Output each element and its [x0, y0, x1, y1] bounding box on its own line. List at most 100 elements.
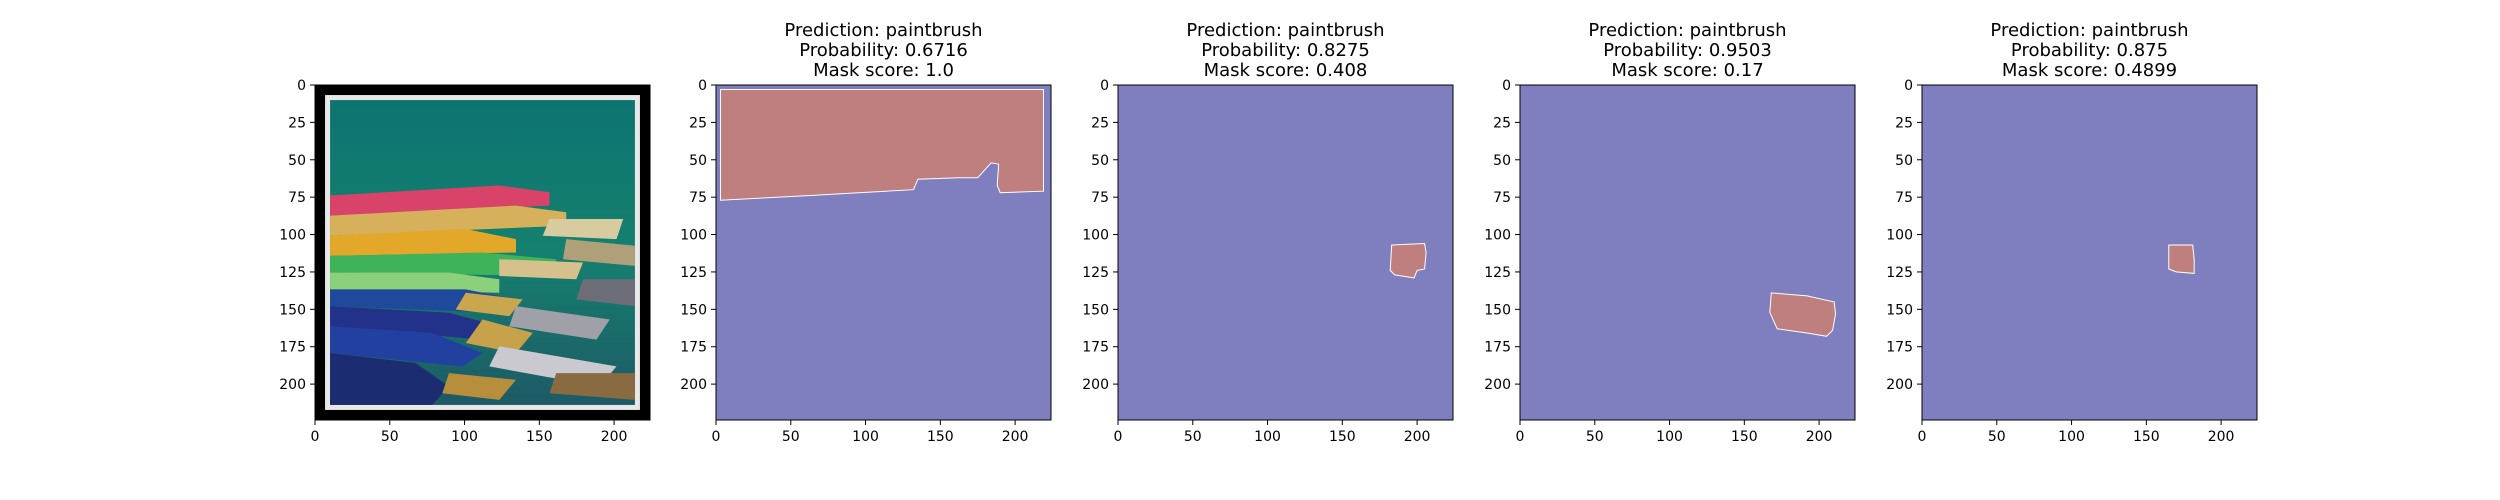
x-tick-label: 100 [1656, 429, 1683, 445]
mask-background [1520, 85, 1855, 420]
panel-2-mask-score-title: Mask score: 0.408 [1204, 60, 1368, 81]
mask-background [1922, 85, 2257, 420]
mask-region [2168, 244, 2195, 274]
panel-3-prediction-title: Prediction: paintbrush [1588, 20, 1786, 41]
x-tick-label: 0 [311, 429, 320, 445]
y-tick-label: 200 [1886, 377, 1913, 393]
y-tick-label: 75 [689, 190, 707, 206]
y-tick-label: 100 [279, 228, 306, 244]
y-tick-label: 50 [1493, 153, 1511, 169]
mask-region [1769, 292, 1837, 337]
panel-3-mask-score-title: Mask score: 0.17 [1611, 60, 1763, 81]
panel-1-probability-title: Probability: 0.6716 [799, 40, 968, 61]
x-tick-label: 100 [852, 429, 879, 445]
y-tick-label: 125 [1886, 265, 1913, 281]
panel-1-mask-score-title: Mask score: 1.0 [813, 60, 954, 81]
y-tick-label: 25 [1091, 115, 1109, 131]
y-tick-label: 0 [297, 78, 306, 94]
y-tick-label: 25 [1493, 115, 1511, 131]
x-tick-label: 200 [601, 429, 628, 445]
panel-2-prediction-title: Prediction: paintbrush [1186, 20, 1384, 41]
mask-frame [1921, 84, 2258, 421]
axis-ticks: 0 50 100 150 200 0 25 50 75 100 125 150 175 200 0 50 100… [279, 78, 2234, 445]
x-tick-label: 100 [2058, 429, 2085, 445]
y-tick-label: 125 [1082, 265, 1109, 281]
y-tick-label: 50 [689, 153, 707, 169]
x-tick-label: 0 [1918, 429, 1927, 445]
mask-frame [1519, 84, 1856, 421]
y-tick-label: 100 [1484, 228, 1511, 244]
y-tick-label: 150 [1484, 302, 1511, 318]
x-tick-label: 150 [927, 429, 954, 445]
mask-region [1389, 242, 1427, 279]
y-tick-label: 75 [288, 190, 306, 206]
x-tick-label: 50 [1988, 429, 2006, 445]
y-tick-label: 75 [1493, 190, 1511, 206]
panel-2-probability-title: Probability: 0.8275 [1201, 40, 1370, 61]
panel-3-probability-title: Probability: 0.9503 [1603, 40, 1772, 61]
y-tick-label: 50 [288, 153, 306, 169]
mask-panel-4 [1921, 84, 2258, 421]
y-tick-label: 125 [279, 265, 306, 281]
panel-4-probability-title: Probability: 0.875 [2011, 40, 2168, 61]
x-tick-label: 150 [526, 429, 553, 445]
y-tick-label: 100 [1082, 228, 1109, 244]
y-tick-label: 175 [279, 340, 306, 356]
input-image-panel [314, 84, 651, 421]
x-tick-label: 0 [1114, 429, 1123, 445]
y-tick-label: 175 [1886, 340, 1913, 356]
y-tick-label: 100 [1886, 228, 1913, 244]
y-tick-label: 25 [689, 115, 707, 131]
mask-panel-3 [1519, 84, 1856, 421]
x-tick-label: 50 [782, 429, 800, 445]
x-tick-label: 200 [2208, 429, 2235, 445]
panel-4-prediction-title: Prediction: paintbrush [1990, 20, 2188, 41]
y-tick-label: 0 [1502, 78, 1511, 94]
y-tick-label: 150 [1886, 302, 1913, 318]
y-tick-label: 75 [1895, 190, 1913, 206]
x-tick-label: 150 [1329, 429, 1356, 445]
y-tick-label: 75 [1091, 190, 1109, 206]
input-image-frame [314, 84, 651, 421]
y-tick-label: 175 [1484, 340, 1511, 356]
x-tick-label: 100 [1254, 429, 1281, 445]
x-tick-label: 150 [1731, 429, 1758, 445]
y-tick-label: 125 [680, 265, 707, 281]
y-tick-label: 200 [680, 377, 707, 393]
x-tick-label: 100 [451, 429, 478, 445]
x-tick-label: 200 [1002, 429, 1029, 445]
y-tick-label: 150 [279, 302, 306, 318]
y-tick-label: 25 [288, 115, 306, 131]
y-tick-label: 0 [698, 78, 707, 94]
mask-frame [1117, 84, 1454, 421]
y-tick-label: 25 [1895, 115, 1913, 131]
mask-panel-2 [1117, 84, 1454, 421]
y-tick-label: 150 [1082, 302, 1109, 318]
panel-1-prediction-title: Prediction: paintbrush [784, 20, 982, 41]
x-tick-label: 50 [1184, 429, 1202, 445]
mask-frame [715, 84, 1052, 421]
y-tick-label: 175 [680, 340, 707, 356]
x-tick-label: 50 [381, 429, 399, 445]
y-tick-label: 50 [1091, 153, 1109, 169]
y-tick-label: 150 [680, 302, 707, 318]
x-tick-label: 200 [1806, 429, 1833, 445]
x-tick-label: 150 [2133, 429, 2160, 445]
y-tick-label: 0 [1100, 78, 1109, 94]
y-tick-label: 200 [1082, 377, 1109, 393]
mask-panel-1 [715, 84, 1052, 421]
y-tick-label: 50 [1895, 153, 1913, 169]
mask-region [720, 89, 1044, 201]
y-tick-label: 100 [680, 228, 707, 244]
panel-4-mask-score-title: Mask score: 0.4899 [2002, 60, 2177, 81]
y-tick-label: 200 [1484, 377, 1511, 393]
y-tick-label: 125 [1484, 265, 1511, 281]
x-tick-label: 0 [712, 429, 721, 445]
x-tick-label: 0 [1516, 429, 1525, 445]
y-tick-label: 175 [1082, 340, 1109, 356]
x-tick-label: 200 [1404, 429, 1431, 445]
x-tick-label: 50 [1586, 429, 1604, 445]
paintbrush-photo [315, 85, 650, 420]
y-tick-label: 200 [279, 377, 306, 393]
